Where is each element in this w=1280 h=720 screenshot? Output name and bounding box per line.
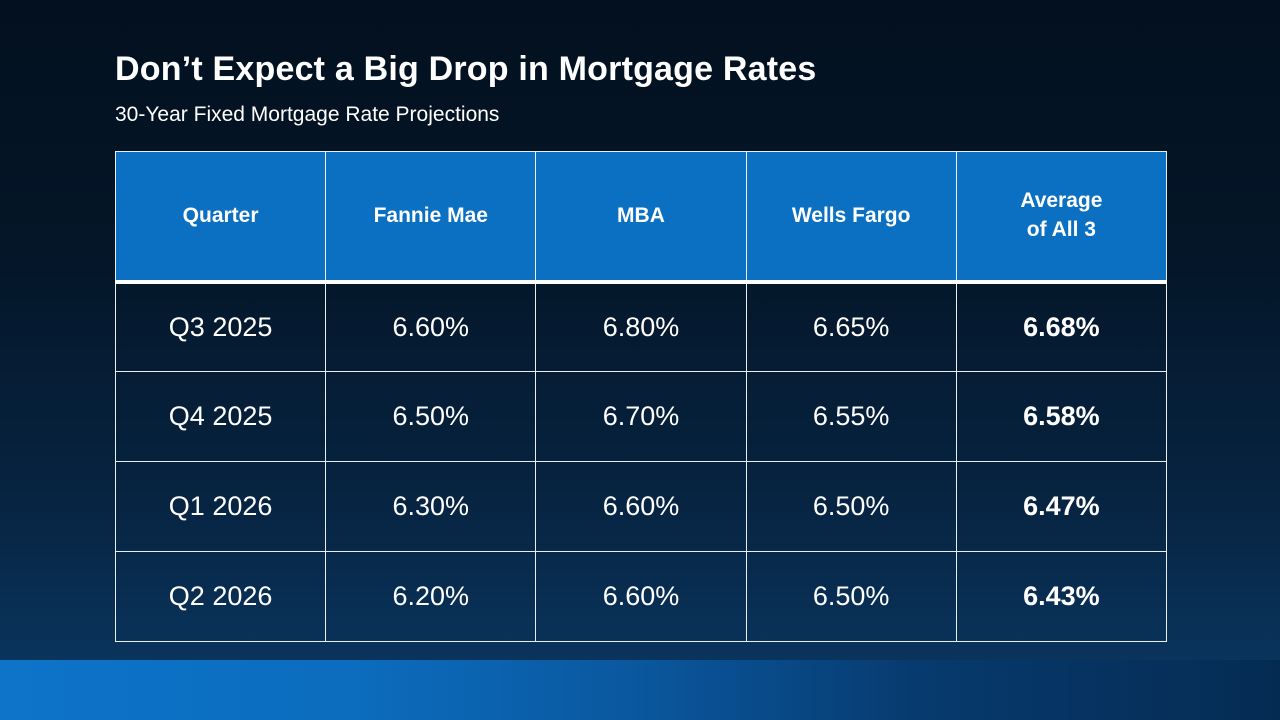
cell-wells-fargo: 6.50% — [745, 461, 957, 552]
cell-average: 6.47% — [955, 461, 1168, 552]
cell-wells-fargo: 6.50% — [745, 551, 957, 642]
cell-average: 6.68% — [955, 281, 1168, 372]
cell-quarter: Q4 2025 — [114, 371, 327, 462]
cell-mba: 6.70% — [535, 371, 747, 462]
cell-mba: 6.60% — [535, 551, 747, 642]
cell-quarter: Q1 2026 — [114, 461, 327, 552]
column-header-average: Average of All 3 — [955, 151, 1168, 284]
table-head: Quarter Fannie Mae MBA Wells Fargo Avera… — [114, 151, 1168, 284]
cell-average: 6.43% — [955, 551, 1168, 642]
mortgage-rate-projection-table: Quarter Fannie Mae MBA Wells Fargo Avera… — [114, 151, 1168, 642]
table-header-row: Quarter Fannie Mae MBA Wells Fargo Avera… — [114, 151, 1168, 284]
cell-fannie-mae: 6.30% — [325, 461, 537, 552]
cell-quarter: Q2 2026 — [114, 551, 327, 642]
slide-content: Don’t Expect a Big Drop in Mortgage Rate… — [114, 0, 1168, 642]
table-row-q2-2026: Q2 2026 6.20% 6.60% 6.50% 6.43% — [114, 551, 1168, 642]
column-header-wells-fargo: Wells Fargo — [745, 151, 957, 284]
table-row-q3-2025: Q3 2025 6.60% 6.80% 6.65% 6.68% — [114, 281, 1168, 372]
column-header-quarter: Quarter — [114, 151, 327, 284]
footer-accent-bar — [0, 660, 1280, 720]
cell-fannie-mae: 6.20% — [325, 551, 537, 642]
cell-mba: 6.60% — [535, 461, 747, 552]
cell-average: 6.58% — [955, 371, 1168, 462]
column-header-fannie-mae: Fannie Mae — [325, 151, 537, 284]
table-row-q1-2026: Q1 2026 6.30% 6.60% 6.50% 6.47% — [114, 461, 1168, 552]
cell-wells-fargo: 6.55% — [745, 371, 957, 462]
cell-fannie-mae: 6.50% — [325, 371, 537, 462]
table-body: Q3 2025 6.60% 6.80% 6.65% 6.68% Q4 2025 … — [114, 281, 1168, 642]
column-header-mba: MBA — [535, 151, 747, 284]
table-row-q4-2025: Q4 2025 6.50% 6.70% 6.55% 6.58% — [114, 371, 1168, 462]
slide-subtitle: 30-Year Fixed Mortgage Rate Projections — [115, 103, 500, 126]
cell-quarter: Q3 2025 — [114, 281, 327, 372]
cell-fannie-mae: 6.60% — [325, 281, 537, 372]
cell-wells-fargo: 6.65% — [745, 281, 957, 372]
cell-mba: 6.80% — [535, 281, 747, 372]
slide-title: Don’t Expect a Big Drop in Mortgage Rate… — [115, 50, 817, 88]
